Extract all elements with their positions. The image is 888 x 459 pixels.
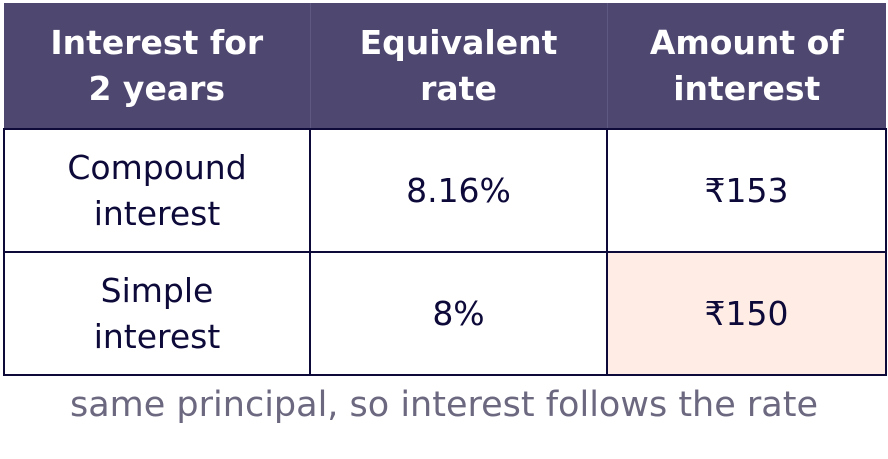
header-row: Interest for 2 years Equivalent rate Amoun… <box>4 3 886 129</box>
cell-text: interest <box>93 193 221 233</box>
cell: Compound interest <box>3 128 311 253</box>
table-row: Simple interest 8% ₹150 <box>3 251 887 376</box>
cell: ₹153 <box>606 128 887 253</box>
highlighted-cell: ₹150 <box>606 251 887 376</box>
header-text: interest <box>673 68 821 108</box>
header-text: Equivalent <box>359 22 558 62</box>
header-cell: Amount of interest <box>607 3 886 129</box>
header-text: 2 years <box>88 68 226 108</box>
header-cell: Equivalent rate <box>310 3 608 129</box>
header-text: rate <box>420 68 497 108</box>
comparison-table: Interest for 2 years Equivalent rate Amoun… <box>3 3 887 376</box>
cell-text: Simple <box>100 270 214 310</box>
cell: 8.16% <box>309 128 608 253</box>
table-row: Compound interest 8.16% ₹153 <box>3 128 887 253</box>
header-text: Interest for <box>50 22 264 62</box>
cell: 8% <box>309 251 608 376</box>
header-text: Amount of <box>649 22 844 62</box>
cell-text: interest <box>93 316 221 356</box>
header-cell: Interest for 2 years <box>4 3 311 129</box>
caption: same principal, so interest follows the … <box>70 385 818 425</box>
cell-text: Compound <box>67 147 247 187</box>
cell: Simple interest <box>3 251 311 376</box>
